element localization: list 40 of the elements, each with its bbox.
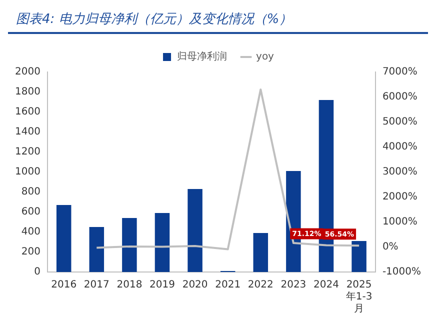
x-tick-label: 2017 (84, 280, 110, 291)
y-tick-label: 1600 (14, 106, 40, 118)
bar (154, 213, 170, 272)
x-tick-label: 2018 (116, 280, 142, 291)
x-tick-label: 2023 (280, 280, 306, 291)
y-tick-label: 0 (34, 266, 40, 278)
x-tick-label: 2022 (248, 280, 274, 291)
y-tick-label: 2000 (14, 66, 40, 78)
legend-label: yoy (256, 52, 274, 63)
y2-tick-label: 0% (382, 242, 398, 253)
y-tick-label: 1200 (14, 146, 40, 158)
y2-tick-label: 3000% (382, 166, 418, 178)
legend-label: 归母净利润 (177, 50, 228, 63)
y-tick-label: 1400 (14, 126, 40, 138)
y2-tick-label: 2000% (382, 192, 418, 203)
y-tick-label: 600 (21, 206, 40, 218)
x-tick-label: 2016 (51, 280, 77, 291)
x-tick-label: 2024 (314, 280, 339, 291)
y-tick-label: 200 (21, 246, 40, 258)
bar (253, 233, 268, 272)
x-tick-label: 2025年1-3月 (346, 280, 372, 315)
y2-tick-label: 6000% (382, 92, 418, 103)
x-tick-label: 2020 (182, 280, 208, 291)
y-tick-label: 1800 (14, 86, 40, 98)
bar (56, 205, 72, 272)
bar (188, 189, 202, 272)
y2-tick-label: 5000% (382, 116, 418, 128)
y2-tick-label: -1000% (382, 266, 422, 278)
y2-tick-label: 4000% (382, 142, 418, 153)
bar (89, 227, 104, 272)
bar (122, 218, 137, 272)
x-tick-label: 2021 (215, 280, 241, 291)
bar (352, 241, 366, 272)
chart-title: 图表4: 电力归母净利（亿元）及变化情况（%） (8, 8, 428, 34)
x-tick-label: 2019 (150, 280, 175, 291)
y2-tick-label: 7000% (382, 66, 418, 78)
y2-tick-label: 1000% (382, 216, 418, 228)
y-tick-label: 800 (21, 186, 40, 198)
y-tick-label: 400 (21, 226, 40, 238)
y-tick-label: 1000 (14, 166, 40, 178)
